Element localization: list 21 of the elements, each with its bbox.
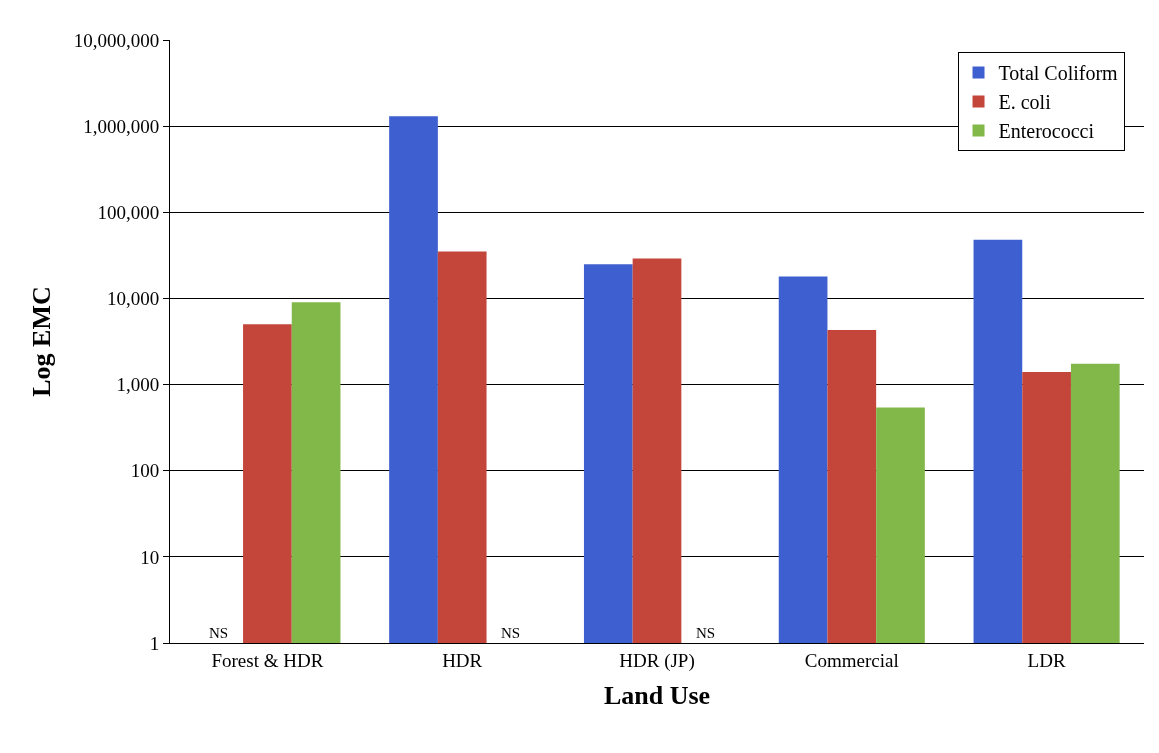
text: NS	[501, 625, 521, 641]
x-tick-label: Forest & HDR	[211, 649, 324, 671]
legend-label: Enterococci	[998, 120, 1095, 143]
y-tick-label: 10	[140, 546, 160, 568]
text: NS	[209, 625, 229, 641]
x-tick-label: HDR	[442, 649, 483, 671]
y-tick-label: 1,000	[116, 374, 160, 396]
x-tick-label: LDR	[1027, 649, 1066, 671]
y-tick-label: 10,000,000	[73, 29, 160, 51]
y-axis-title: Log EMC	[27, 286, 57, 397]
y-tick-label: 10,000	[106, 288, 160, 310]
y-tick-label: 1	[149, 632, 160, 654]
y-tick-label: 1,000,000	[83, 115, 160, 137]
legend-label: Total Coliform	[998, 62, 1119, 85]
legend-label: E. coli	[998, 91, 1052, 114]
y-tick-label: 100	[130, 460, 160, 482]
x-axis-title: Land Use	[603, 681, 711, 711]
text: NS	[696, 625, 716, 641]
y-tick-label: 100,000	[97, 201, 160, 223]
x-tick-label: Commercial	[804, 649, 899, 671]
x-tick-label: HDR (JP)	[619, 649, 695, 672]
